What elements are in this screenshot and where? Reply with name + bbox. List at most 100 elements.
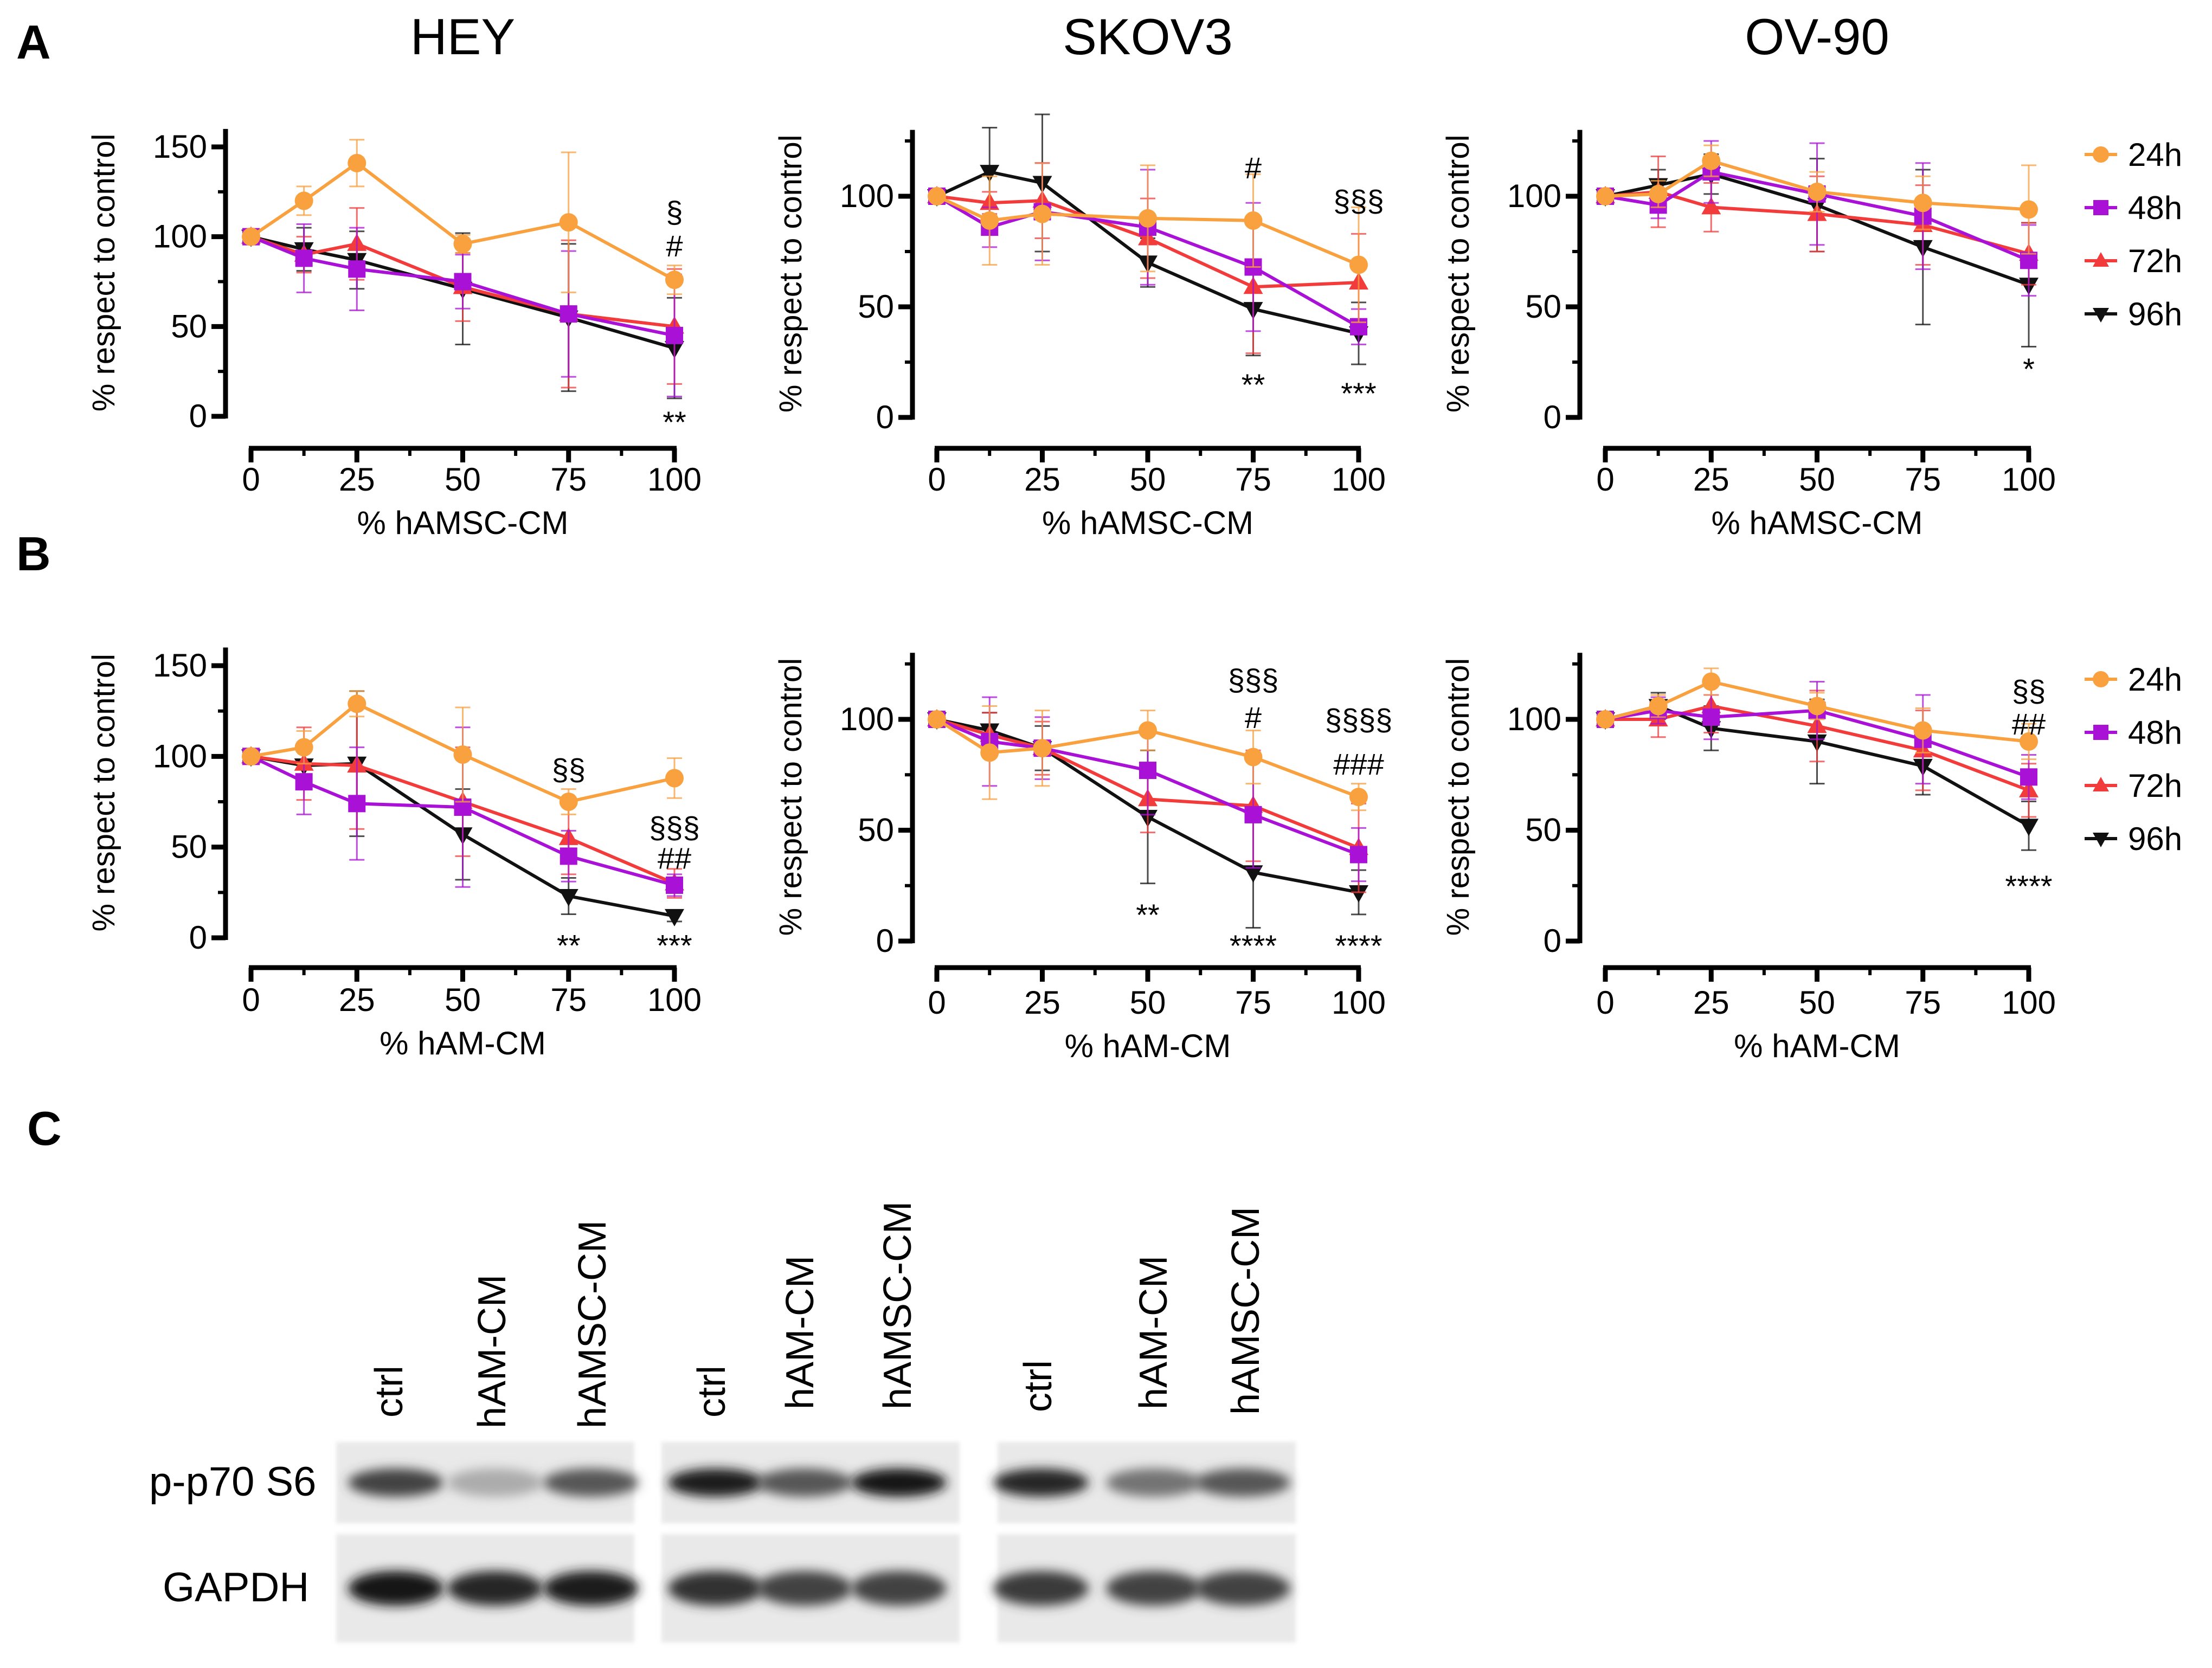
data-point — [2020, 768, 2037, 786]
significance-annotation: §§ — [552, 752, 586, 787]
y-tick-label: 150 — [153, 647, 207, 684]
series-line — [936, 718, 1360, 850]
blot-row-label: p-p70 S6 — [149, 1459, 316, 1505]
legend-marker — [2093, 671, 2109, 687]
significance-annotation: **** — [1230, 929, 1277, 963]
series-24h — [242, 139, 684, 295]
data-point — [980, 743, 999, 762]
legend-0: 24h 48h 72h 96h — [2085, 137, 2182, 332]
panel-letter-a: A — [16, 15, 51, 69]
x-axis-label: % hAM-CM — [1065, 1028, 1231, 1064]
significance-annotation: ## — [2012, 707, 2046, 741]
data-point — [1243, 865, 1263, 883]
blot-row-p-p70 S6: p-p70 S6 — [149, 1442, 1296, 1523]
y-tick-label: 50 — [171, 308, 207, 344]
x-axis-label: % hAMSC-CM — [1042, 505, 1253, 541]
y-tick-label: 0 — [189, 398, 207, 434]
series-line — [250, 161, 676, 281]
x-tick-label: 50 — [445, 982, 481, 1018]
data-point — [980, 165, 1000, 183]
y-axis-label: % respect to control — [86, 134, 121, 412]
data-point — [2020, 200, 2038, 219]
blot-band — [1195, 1469, 1290, 1497]
blot-band — [1106, 1469, 1201, 1497]
series-line — [250, 755, 676, 885]
data-point — [348, 260, 366, 278]
series-line — [936, 718, 1360, 856]
data-point — [560, 847, 577, 865]
legend-label: 48h — [2128, 714, 2182, 751]
x-tick-label: 0 — [1596, 461, 1614, 498]
data-point — [348, 153, 366, 172]
data-point — [1139, 209, 1157, 228]
blot-band — [543, 1571, 639, 1606]
x-tick-label: 100 — [647, 461, 702, 498]
blot-band — [993, 1571, 1089, 1606]
data-point — [1349, 255, 1368, 274]
significance-annotation: ** — [1242, 368, 1265, 402]
legend-marker — [2093, 146, 2109, 163]
x-tick-label: 75 — [550, 461, 587, 498]
data-point — [559, 793, 578, 811]
x-tick-label: 100 — [1332, 461, 1386, 498]
data-point — [348, 694, 366, 713]
data-point — [1596, 187, 1615, 205]
significance-annotation: §§§ — [1333, 184, 1384, 218]
legend-marker — [2093, 252, 2109, 267]
x-tick-label: 25 — [1693, 984, 1729, 1021]
lane-label: hAMSC-CM — [571, 1220, 614, 1428]
legend-label: 72h — [2128, 768, 2182, 804]
significance-annotation: §§§§ — [1325, 703, 1393, 737]
significance-annotation: # — [666, 229, 683, 263]
legend-marker — [2093, 308, 2109, 323]
significance-annotation: §§§ — [1228, 662, 1278, 697]
data-point — [928, 710, 946, 729]
significance-annotation: # — [1245, 700, 1262, 735]
legend-marker — [2093, 725, 2108, 740]
data-point — [1033, 204, 1052, 223]
x-tick-label: 25 — [1024, 461, 1060, 498]
chart-2: OV-90 0 50 100 % respect to control 0 25 50 75 10… — [1441, 8, 2056, 541]
data-point — [453, 234, 472, 253]
significance-annotation: **** — [2005, 869, 2052, 903]
x-axis-label: % hAMSC-CM — [357, 505, 568, 541]
y-tick-label: 0 — [876, 923, 894, 959]
blot-row-GAPDH: GAPDH — [163, 1534, 1296, 1643]
blot-row-label: GAPDH — [163, 1564, 309, 1611]
series-line — [936, 718, 1360, 798]
y-tick-label: 50 — [1525, 288, 1561, 325]
data-point — [560, 305, 577, 323]
series-48h — [1597, 140, 2037, 297]
x-axis-label: % hAM-CM — [380, 1025, 546, 1061]
blot-band — [1106, 1571, 1201, 1606]
data-point — [348, 795, 366, 813]
x-tick-label: 50 — [1799, 984, 1835, 1021]
x-tick-label: 25 — [339, 461, 375, 498]
legend-label: 96h — [2128, 296, 2182, 332]
chart-title: HEY — [410, 8, 515, 65]
data-point — [980, 211, 999, 230]
data-point — [1808, 697, 1827, 716]
y-tick-label: 100 — [1507, 178, 1561, 214]
series-24h — [928, 705, 1368, 812]
significance-annotation: ** — [1136, 898, 1160, 932]
panel-letter-c: C — [27, 1102, 62, 1155]
legend-1: 24h 48h 72h 96h — [2085, 661, 2182, 857]
blot-band — [757, 1571, 852, 1606]
blot-band — [348, 1571, 443, 1606]
series-24h — [928, 162, 1368, 324]
legend-label: 24h — [2128, 137, 2182, 173]
legend-label: 96h — [2128, 821, 2182, 857]
data-point — [1139, 762, 1156, 780]
data-point — [2020, 732, 2038, 751]
chart-1: SKOV3 0 50 100 % respect to control 0 25 50 75 10… — [773, 8, 1386, 541]
significance-annotation: §§§ — [649, 810, 699, 845]
y-tick-label: 50 — [858, 812, 894, 848]
chart-title: SKOV3 — [1063, 8, 1233, 65]
significance-annotation: ** — [557, 928, 581, 962]
x-tick-label: 100 — [1332, 984, 1386, 1021]
x-tick-label: 0 — [928, 984, 946, 1021]
lane-label: hAM-CM — [779, 1255, 822, 1409]
y-tick-label: 100 — [840, 701, 894, 737]
